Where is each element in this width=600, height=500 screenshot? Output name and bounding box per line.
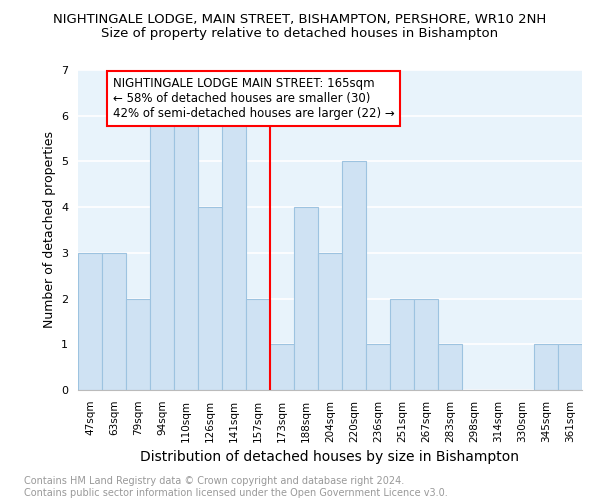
Y-axis label: Number of detached properties: Number of detached properties <box>43 132 56 328</box>
Bar <box>438 344 462 390</box>
Bar <box>102 253 126 390</box>
Bar <box>366 344 390 390</box>
Bar <box>222 116 246 390</box>
Bar <box>78 253 102 390</box>
X-axis label: Distribution of detached houses by size in Bishampton: Distribution of detached houses by size … <box>140 450 520 464</box>
Bar <box>534 344 558 390</box>
Bar <box>246 298 270 390</box>
Text: NIGHTINGALE LODGE, MAIN STREET, BISHAMPTON, PERSHORE, WR10 2NH: NIGHTINGALE LODGE, MAIN STREET, BISHAMPT… <box>53 12 547 26</box>
Text: NIGHTINGALE LODGE MAIN STREET: 165sqm
← 58% of detached houses are smaller (30)
: NIGHTINGALE LODGE MAIN STREET: 165sqm ← … <box>113 77 395 120</box>
Bar <box>150 116 174 390</box>
Bar <box>390 298 414 390</box>
Bar <box>126 298 150 390</box>
Text: Contains HM Land Registry data © Crown copyright and database right 2024.
Contai: Contains HM Land Registry data © Crown c… <box>24 476 448 498</box>
Bar <box>342 162 366 390</box>
Bar <box>198 207 222 390</box>
Bar <box>414 298 438 390</box>
Text: Size of property relative to detached houses in Bishampton: Size of property relative to detached ho… <box>101 28 499 40</box>
Bar <box>270 344 294 390</box>
Bar <box>294 207 318 390</box>
Bar <box>318 253 342 390</box>
Bar <box>174 116 198 390</box>
Bar <box>558 344 582 390</box>
